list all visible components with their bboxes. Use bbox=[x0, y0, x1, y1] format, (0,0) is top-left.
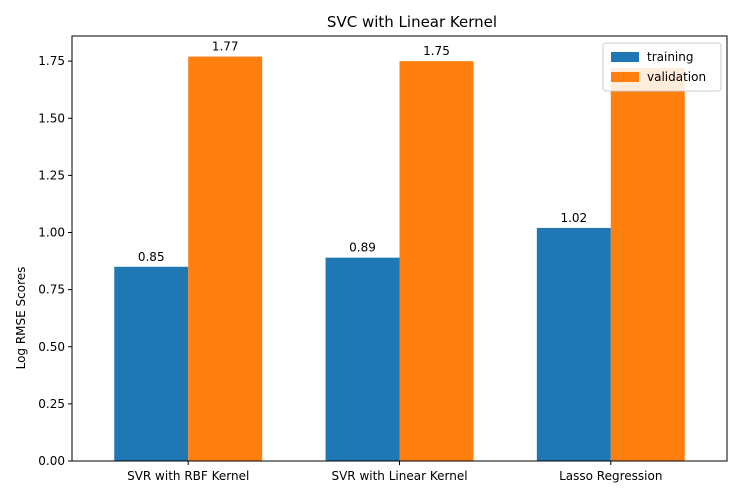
y-tick-label: 0.75 bbox=[38, 283, 65, 297]
legend-entry-validation: validation bbox=[647, 70, 706, 84]
y-axis-label: Log RMSE Scores bbox=[14, 267, 28, 370]
x-tick-label: SVR with Linear Kernel bbox=[331, 469, 467, 483]
plot-frame bbox=[71, 35, 728, 462]
data-label-training-2: 0.89 bbox=[349, 241, 376, 255]
y-tick-label: 1.00 bbox=[38, 226, 65, 240]
bar-validation-3 bbox=[610, 67, 685, 461]
y-tick-label: 1.50 bbox=[38, 111, 65, 125]
legend-entry-training: training bbox=[647, 50, 694, 64]
data-label-training-3: 1.02 bbox=[560, 211, 587, 225]
legend: training validation bbox=[602, 42, 722, 92]
plot-area: 0.85 1.77 0.89 1.75 1.02 bbox=[114, 40, 685, 462]
data-label-validation-2: 1.75 bbox=[423, 44, 450, 58]
x-tick-label: SVR with RBF Kernel bbox=[127, 469, 249, 483]
y-tick-label: 0.25 bbox=[38, 397, 65, 411]
bar-training-3 bbox=[536, 227, 611, 461]
x-tick-label: Lasso Regression bbox=[559, 469, 662, 483]
legend-swatch-validation bbox=[611, 72, 639, 82]
bar-validation-2 bbox=[399, 61, 474, 462]
y-tick-label: 1.25 bbox=[38, 168, 65, 182]
data-label-validation-1: 1.77 bbox=[212, 40, 239, 54]
y-tick-label: 0.50 bbox=[38, 340, 65, 354]
data-label-training-1: 0.85 bbox=[138, 250, 165, 264]
bar-training-1 bbox=[114, 266, 189, 461]
bar-validation-1 bbox=[188, 56, 263, 462]
bar-training-2 bbox=[325, 257, 400, 461]
y-tick-label: 0.00 bbox=[38, 454, 65, 468]
axes: SVR with RBF Kernel SVR with Linear Kerne… bbox=[38, 35, 728, 483]
legend-swatch-training bbox=[611, 52, 639, 62]
y-tick-label: 1.75 bbox=[38, 54, 65, 68]
chart-title: SVC with Linear Kernel bbox=[327, 13, 497, 31]
